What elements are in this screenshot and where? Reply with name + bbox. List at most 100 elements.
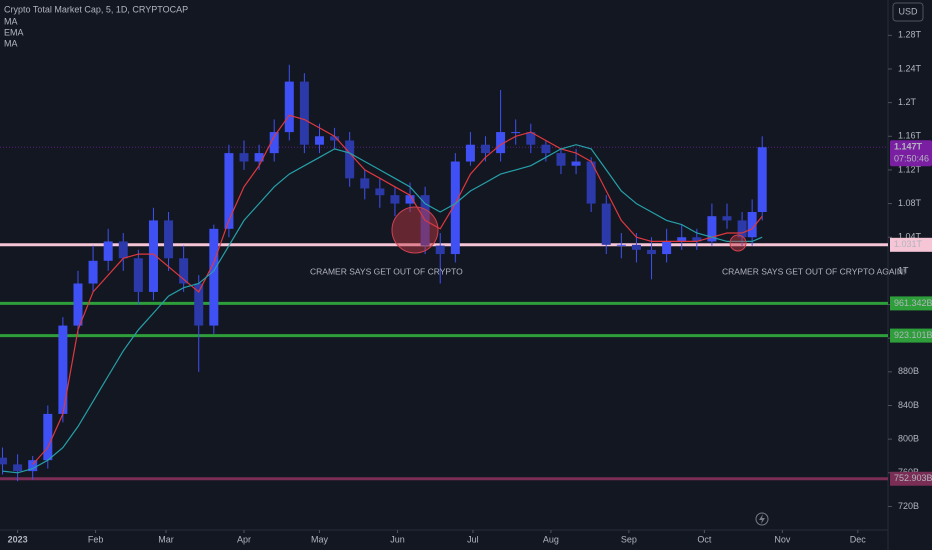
x-tick-label: Sep	[621, 534, 637, 544]
x-tick-label: Dec	[850, 534, 867, 544]
candle-body	[511, 132, 521, 134]
candle-body	[375, 188, 385, 196]
candle-body	[269, 132, 279, 154]
highlight-circle	[729, 234, 747, 252]
y-tick-label: 800B	[898, 434, 919, 444]
level-label: 961.342B	[894, 298, 932, 308]
candle-body	[747, 212, 757, 238]
level-label-bg	[890, 237, 932, 252]
candle-body	[58, 325, 68, 414]
annotation: CRAMER SAYS GET OUT OF CRYPTO AGAIN!	[722, 266, 905, 276]
x-tick-label: May	[311, 534, 329, 544]
last-price-label: 1.147T	[894, 142, 923, 152]
candle-body	[435, 245, 445, 255]
candle-body	[330, 136, 340, 141]
candle-body	[360, 178, 370, 189]
x-tick-label: Aug	[543, 534, 559, 544]
chart-title: Crypto Total Market Cap, 5, 1D, CRYPTOCA…	[4, 4, 188, 14]
annotation: CRAMER SAYS GET OUT OF CRYPTO	[310, 266, 463, 276]
candle-body	[677, 237, 687, 242]
legend-entry: MA	[4, 38, 18, 48]
candle-body	[164, 220, 174, 259]
candle-body	[737, 220, 747, 238]
candle-body	[284, 81, 294, 133]
y-tick-label: 1.12T	[898, 164, 922, 174]
candle-body	[314, 136, 324, 145]
level-label: 752.903B	[894, 473, 932, 483]
candle-body	[707, 216, 717, 242]
candle-body	[722, 216, 732, 221]
indicator-line	[2, 144, 763, 474]
x-tick-label: Jul	[467, 534, 479, 544]
level-label-bg	[890, 296, 932, 311]
candle-body	[616, 244, 626, 246]
candle-body	[556, 153, 566, 166]
candle-body	[299, 81, 309, 145]
level-label: 1.031T	[894, 239, 923, 249]
candle-body	[43, 413, 53, 461]
candle-body	[601, 203, 611, 245]
candle-body	[571, 161, 581, 166]
y-tick-label: 840B	[898, 400, 919, 410]
level-label: 923.101B	[894, 330, 932, 340]
x-tick-label: Oct	[697, 534, 712, 544]
candle-body	[541, 144, 551, 154]
highlight-circle	[391, 206, 439, 254]
indicator-line	[32, 114, 763, 465]
y-tick-label: 1.04T	[898, 232, 922, 242]
lightning-icon	[755, 512, 769, 526]
legend-entry: EMA	[4, 27, 24, 37]
candle-body	[209, 228, 219, 326]
candle-body	[179, 258, 189, 284]
candle-body	[88, 260, 98, 284]
currency-label[interactable]: USD	[898, 6, 918, 16]
x-tick-label: Nov	[774, 534, 791, 544]
candle-body	[662, 241, 672, 255]
x-tick-label: Feb	[88, 534, 104, 544]
candle-body	[148, 220, 158, 292]
candle-body	[631, 244, 641, 250]
level-label-bg	[890, 471, 932, 486]
y-tick-label: 1.16T	[898, 131, 922, 141]
y-tick-label: 720B	[898, 501, 919, 511]
x-tick-label: 2023	[8, 534, 28, 544]
candle-body	[224, 153, 234, 229]
x-tick-label: Mar	[158, 534, 174, 544]
candle-body	[692, 237, 702, 242]
candle-body	[73, 283, 83, 326]
candle-body	[481, 144, 491, 154]
candle-body	[405, 195, 415, 204]
y-tick-label: 1T	[898, 265, 909, 275]
candle-body	[0, 457, 8, 465]
legend-entry: MA	[4, 16, 18, 26]
candle-body	[586, 161, 596, 204]
candle-body	[194, 283, 204, 326]
candle-body	[390, 195, 400, 204]
candle-body	[757, 147, 767, 212]
countdown-label: 07:50:46	[894, 154, 929, 164]
y-tick-label: 1.24T	[898, 63, 922, 73]
candle-body	[496, 132, 506, 154]
candle-body	[239, 153, 249, 162]
x-tick-label: Apr	[237, 534, 251, 544]
candle-body	[345, 140, 355, 179]
candle-body	[133, 258, 143, 292]
candle-body	[526, 132, 536, 145]
candle-body	[13, 464, 23, 472]
candle-body	[647, 249, 657, 255]
candle-body	[465, 144, 475, 162]
level-label-bg	[890, 328, 932, 343]
candle-body	[103, 241, 113, 261]
y-tick-label: 1.08T	[898, 198, 922, 208]
plot	[0, 64, 888, 482]
candle-body	[118, 241, 128, 259]
y-tick-label: 1.28T	[898, 30, 922, 40]
currency-button[interactable]	[892, 2, 924, 22]
x-tick-label: Jun	[390, 534, 405, 544]
candle-body	[28, 460, 38, 472]
candle-body	[254, 153, 264, 162]
y-tick-label: 880B	[898, 366, 919, 376]
candle-body	[450, 161, 460, 255]
